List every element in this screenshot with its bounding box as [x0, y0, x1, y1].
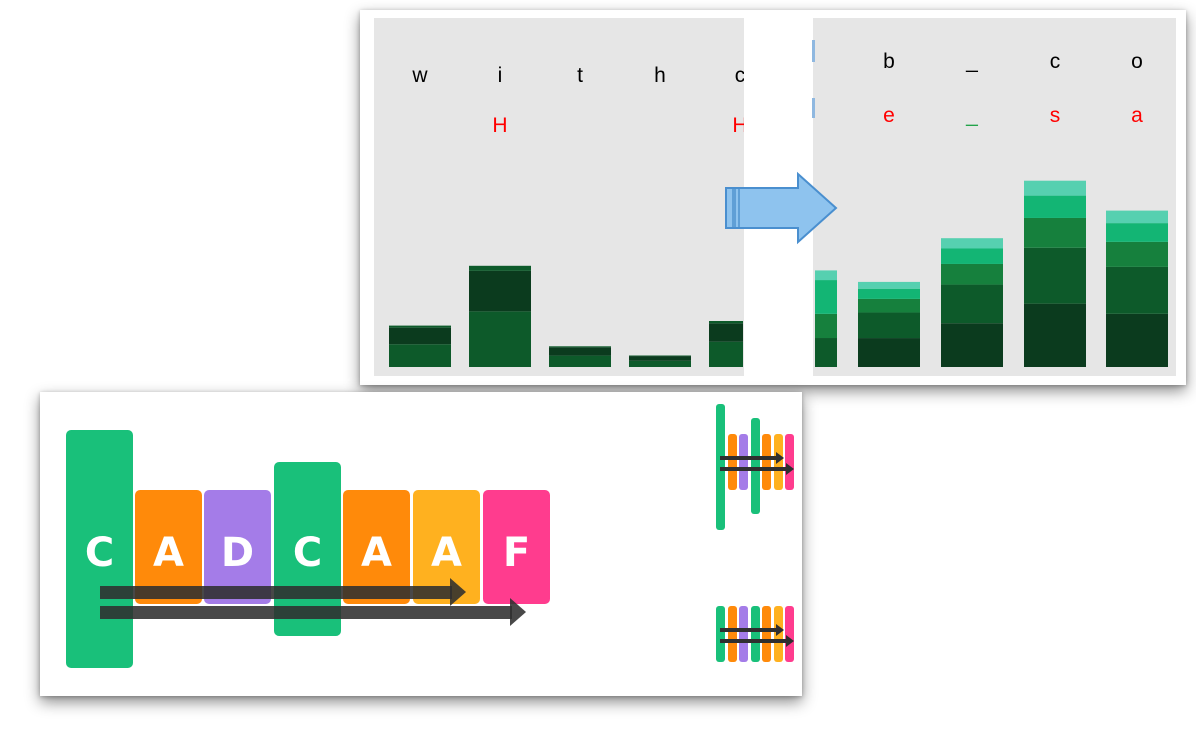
predicted-char-label: _ — [965, 104, 978, 127]
tile-letter: A — [153, 530, 184, 576]
mini-sequence-bottom — [716, 606, 794, 662]
mini-tile — [785, 606, 794, 662]
mini-tile — [728, 606, 737, 662]
predicted-char-label: e — [883, 104, 895, 127]
sequence-arrow-long — [100, 606, 512, 619]
sequence-arrows — [100, 578, 526, 626]
sequence-tile: A — [413, 490, 480, 604]
input-char-label: w — [411, 64, 428, 87]
activation-bar — [389, 325, 451, 367]
right-view-edge-mark — [812, 98, 815, 118]
mini-tile — [751, 606, 760, 662]
mini-tile — [739, 606, 748, 662]
mini-tile — [728, 434, 737, 490]
mini-tile — [762, 606, 771, 662]
mini-arrow — [720, 467, 786, 471]
input-char-label: t — [577, 64, 583, 87]
activation-bar — [549, 346, 611, 367]
sequence-tile: A — [343, 490, 410, 604]
right-arrow-icon — [725, 171, 838, 245]
activation-bar — [1024, 180, 1086, 367]
activation-bar — [815, 270, 837, 367]
tile-letter: C — [293, 530, 322, 576]
sequence-tile: A — [135, 490, 202, 604]
right-view-edge-mark — [812, 40, 815, 62]
input-char-label: b — [883, 50, 895, 73]
predicted-char-label: a — [1131, 104, 1143, 127]
mini-tile — [716, 606, 725, 662]
mini-arrow — [720, 628, 776, 632]
mini-sequence-top — [716, 404, 794, 530]
activation-bar — [941, 238, 1003, 367]
input-char-label: c — [735, 64, 746, 87]
right-view: b _ c oe _ s a — [815, 50, 1168, 367]
tile-letter: F — [503, 530, 530, 576]
activation-bars-figure: w i t h cH H b _ c oe _ s a — [374, 18, 1176, 378]
mini-tile — [762, 434, 771, 490]
predicted-char-label: H — [732, 114, 747, 137]
sequence-arrow-short-head — [450, 578, 466, 606]
mini-arrow — [720, 456, 776, 460]
sequence-tile: D — [204, 490, 271, 604]
left-view-background — [374, 18, 744, 376]
sequence-tile: C — [66, 430, 133, 668]
input-char-label: c — [1050, 50, 1061, 73]
mini-tile — [751, 418, 760, 514]
tile-letter: C — [85, 530, 114, 576]
mini-tile — [739, 434, 748, 490]
sequence-arrow-long-head — [510, 598, 526, 626]
input-char-label: h — [654, 64, 666, 87]
sequence-arrow-short — [100, 586, 452, 599]
input-char-label: i — [498, 64, 503, 87]
predicted-char-label: s — [1050, 104, 1061, 127]
activation-bar — [469, 265, 531, 367]
activation-bar — [1106, 210, 1168, 367]
activation-bar — [629, 355, 691, 367]
mini-tile — [785, 434, 794, 490]
tile-letter: D — [221, 530, 254, 576]
activation-bar — [858, 281, 920, 367]
tile-letter: A — [361, 530, 392, 576]
activation-bar — [709, 321, 743, 367]
input-char-label: _ — [965, 50, 978, 73]
tile-letter: A — [431, 530, 462, 576]
sequence-tile: F — [483, 490, 550, 604]
input-char-label: o — [1131, 50, 1143, 73]
mini-arrow — [720, 639, 786, 643]
predicted-char-label: H — [492, 114, 507, 137]
